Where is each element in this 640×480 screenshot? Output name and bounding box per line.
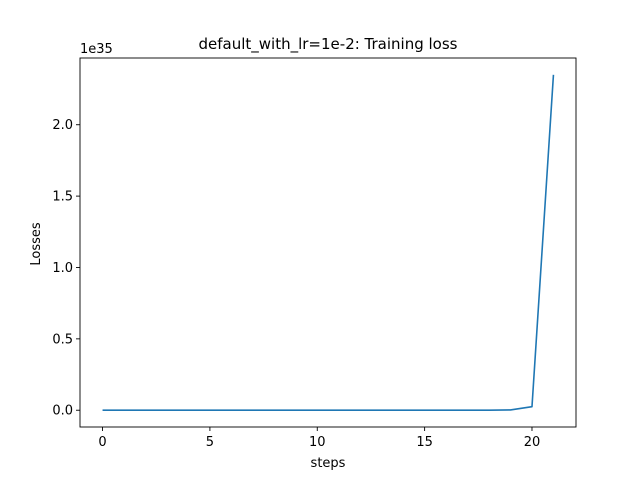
y-tick-label: 0.5 — [52, 332, 73, 347]
plot-area: 0 5 10 15 20 0.0 0.5 1.0 1.5 2.0 — [52, 57, 577, 450]
x-tick-label: 10 — [309, 435, 326, 450]
loss-series-line — [102, 74, 555, 412]
x-axis-label: steps — [311, 456, 346, 471]
x-tick-label: 15 — [416, 435, 433, 450]
axes-frame — [79, 57, 577, 428]
y-tick-label: 2.0 — [52, 118, 73, 133]
y-offset-label: 1e35 — [80, 42, 113, 57]
y-axis-label: Losses — [29, 222, 44, 266]
y-tick-label: 1.5 — [52, 190, 73, 205]
y-tick-label: 1.0 — [52, 261, 73, 276]
x-tick-label: 20 — [524, 435, 541, 450]
x-tick-label: 0 — [98, 435, 106, 450]
chart-title: default_with_lr=1e-2: Training loss — [199, 35, 458, 54]
x-tick-label: 5 — [206, 435, 214, 450]
y-tick-label: 0.0 — [52, 404, 73, 419]
